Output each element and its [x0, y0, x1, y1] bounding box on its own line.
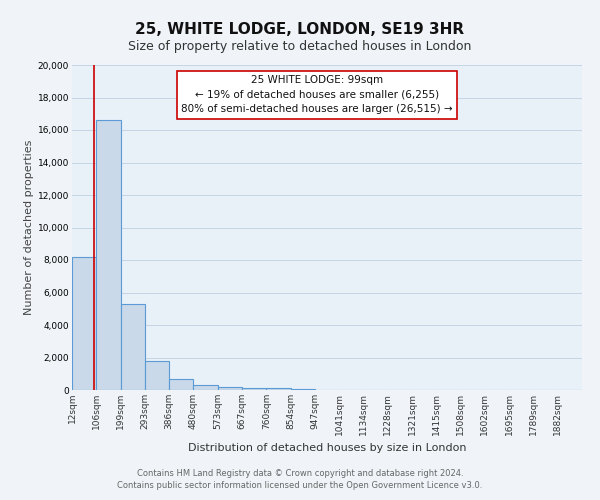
- Text: 25 WHITE LODGE: 99sqm
← 19% of detached houses are smaller (6,255)
80% of semi-d: 25 WHITE LODGE: 99sqm ← 19% of detached …: [181, 74, 452, 114]
- X-axis label: Distribution of detached houses by size in London: Distribution of detached houses by size …: [188, 443, 466, 453]
- Bar: [72, 257, 96, 390]
- Bar: [242, 388, 266, 390]
- Bar: [193, 385, 218, 390]
- Bar: [169, 378, 193, 390]
- Bar: [218, 387, 242, 390]
- Bar: [266, 388, 290, 390]
- Text: Contains HM Land Registry data © Crown copyright and database right 2024.
Contai: Contains HM Land Registry data © Crown c…: [118, 468, 482, 490]
- Y-axis label: Number of detached properties: Number of detached properties: [23, 140, 34, 315]
- Text: Size of property relative to detached houses in London: Size of property relative to detached ho…: [128, 40, 472, 53]
- Bar: [96, 120, 121, 390]
- Text: 25, WHITE LODGE, LONDON, SE19 3HR: 25, WHITE LODGE, LONDON, SE19 3HR: [136, 22, 464, 38]
- Bar: [290, 389, 315, 390]
- Bar: [121, 304, 145, 390]
- Bar: [145, 361, 169, 390]
